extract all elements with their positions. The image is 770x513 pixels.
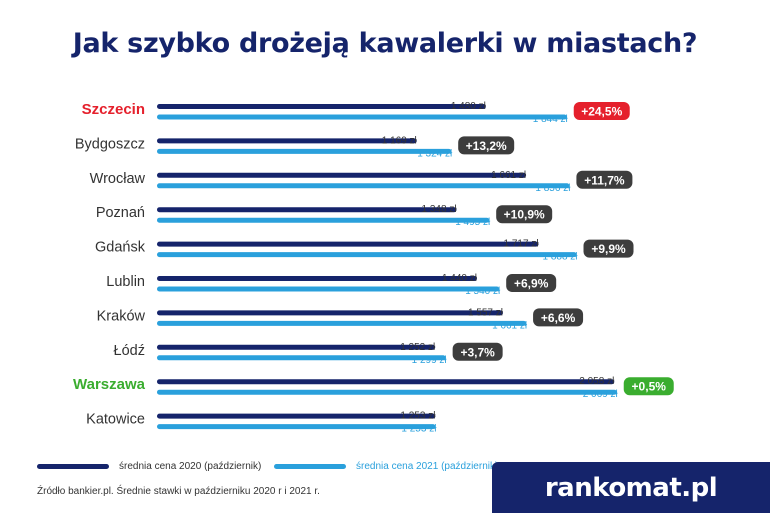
- legend-label-2021: średnia cena 2021 (październik): [356, 461, 499, 472]
- category-label: Gdańsk: [95, 240, 146, 256]
- category-label: Bydgoszcz: [75, 136, 145, 152]
- change-badge-label: +3,7%: [460, 345, 495, 359]
- change-badge-label: +0,5%: [632, 380, 667, 394]
- change-badge-label: +10,9%: [504, 208, 545, 222]
- bar-chart: Szczecin 1 480 zł 1 844 zł +24,5% Bydgoszcz 1…: [73, 101, 674, 435]
- bar-2020: [157, 104, 486, 109]
- legend-item-2021: średnia cena 2021 (październik): [274, 461, 498, 472]
- bar-2021: [157, 148, 452, 154]
- bar-2021: [157, 355, 446, 361]
- bar-2020: [157, 241, 539, 247]
- change-badge: [583, 239, 634, 258]
- value-label-2020: 1 661 zł: [491, 170, 527, 181]
- bar-2021: [157, 217, 490, 223]
- category-label: Szczecin: [82, 101, 145, 118]
- bar-2021: [157, 252, 577, 258]
- bar-2020: [157, 138, 417, 144]
- bar-2021: [157, 183, 570, 189]
- bar-2021: [157, 424, 436, 430]
- bar-2020: [157, 172, 527, 178]
- value-label-2021: 2 069 zł: [583, 389, 619, 400]
- change-badge: [623, 377, 674, 396]
- legend-item-2020: średnia cena 2020 (październik): [37, 461, 261, 472]
- category-label: Katowice: [86, 412, 145, 428]
- change-badge-label: +11,7%: [584, 173, 625, 187]
- value-label-2021: 1 299 zł: [412, 355, 448, 366]
- bar-2021: [157, 320, 527, 326]
- value-label-2021: 1 661 zł: [492, 320, 528, 331]
- source-note: Źródło bankier.pl. Średnie stawki w paźd…: [37, 486, 320, 497]
- value-label-2020: 1 252 zł: [400, 342, 436, 353]
- value-label-2021: 1 540 zł: [465, 286, 501, 297]
- bar-2020: [157, 413, 436, 419]
- bar-2020: [157, 310, 503, 316]
- legend-swatch-2021: [274, 464, 346, 469]
- value-label-2021: 1 856 zł: [535, 183, 571, 194]
- change-badge-label: +6,6%: [541, 311, 576, 325]
- bar-2020: [157, 344, 436, 350]
- category-label: Poznań: [96, 205, 145, 221]
- category-label: Kraków: [97, 308, 146, 324]
- category-label: Warszawa: [73, 376, 146, 393]
- change-badge: [573, 102, 630, 120]
- value-label-2020: 1 169 zł: [382, 135, 418, 146]
- value-label-2020: 1 717 zł: [504, 239, 540, 250]
- value-label-2021: 1 253 zł: [401, 424, 437, 435]
- chart-title: Jak szybko drożeją kawalerki w miastach?: [72, 28, 698, 59]
- bar-2020: [157, 207, 457, 213]
- value-label-2021: 1 888 zł: [543, 252, 579, 263]
- bar-2021: [157, 114, 567, 120]
- change-badge: [496, 205, 553, 224]
- value-label-2020: 1 480 zł: [451, 101, 487, 112]
- change-badge: [458, 136, 515, 155]
- category-label: Wrocław: [90, 171, 146, 187]
- value-label-2020: 1 557 zł: [468, 307, 504, 318]
- change-badge-label: +6,9%: [514, 277, 549, 291]
- category-label: Lublin: [106, 274, 145, 290]
- value-label-2021: 1 844 zł: [533, 114, 569, 125]
- value-label-2020: 1 440 zł: [442, 273, 478, 284]
- change-badge-label: +13,2%: [466, 139, 507, 153]
- bar-2020: [157, 379, 615, 385]
- value-label-2020: 2 058 zł: [579, 376, 615, 387]
- value-label-2020: 1 253 zł: [400, 411, 436, 422]
- bar-2021: [157, 286, 500, 292]
- change-badge: [506, 274, 557, 292]
- category-label: Łódź: [114, 343, 145, 359]
- change-badge-label: +9,9%: [591, 242, 626, 256]
- legend-swatch-2020: [37, 464, 109, 469]
- value-label-2020: 1 348 zł: [422, 204, 458, 215]
- change-badge: [576, 170, 633, 189]
- value-label-2021: 1 324 zł: [417, 148, 453, 159]
- bar-2020: [157, 276, 477, 281]
- brand-logo: rankomat.pl: [492, 462, 770, 513]
- legend-label-2020: średnia cena 2020 (październik): [119, 461, 262, 472]
- bar-2021: [157, 389, 617, 395]
- change-badge: [533, 308, 584, 327]
- change-badge-label: +24,5%: [581, 105, 622, 119]
- change-badge: [452, 342, 503, 361]
- value-label-2021: 1 495 zł: [455, 217, 491, 228]
